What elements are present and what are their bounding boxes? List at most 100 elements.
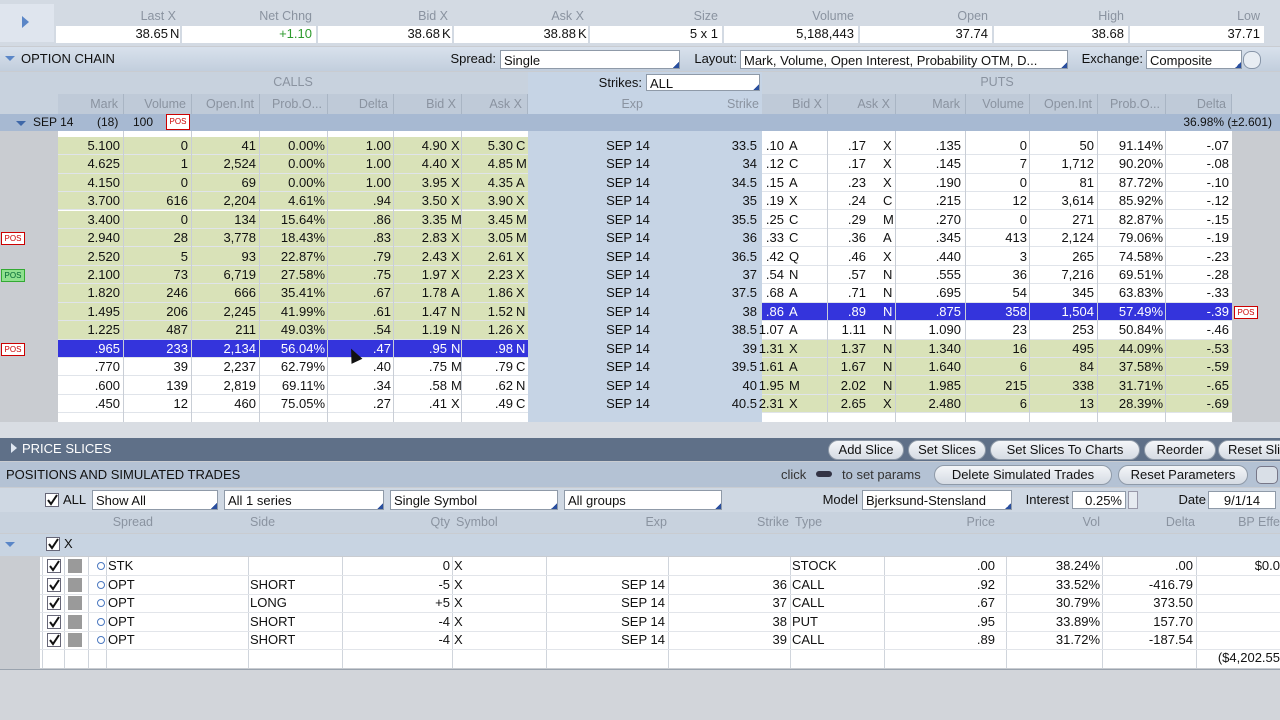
position-badge: POS	[166, 114, 190, 130]
put-row-bg[interactable]	[762, 228, 1232, 248]
call-row-bg[interactable]	[58, 228, 528, 248]
chain-settings-icon[interactable]	[1243, 51, 1261, 69]
call-row-bg[interactable]	[58, 247, 528, 266]
call-row-bg[interactable]	[58, 339, 528, 358]
chain-cell: 2,245	[223, 303, 256, 319]
date-input[interactable]: 9/1/14	[1208, 491, 1276, 509]
chain-cell: 3.700	[87, 193, 120, 209]
call-row-bg[interactable]	[58, 265, 528, 285]
checkbox[interactable]	[47, 614, 61, 629]
spread-select[interactable]: Single	[500, 50, 680, 69]
quote-header: Open	[957, 9, 988, 23]
column-header-cell	[260, 94, 328, 114]
chain-cell: .10	[765, 138, 784, 153]
positions-button[interactable]: Delete Simulated Trades	[934, 465, 1112, 485]
filter-select[interactable]: Single Symbol	[390, 490, 558, 510]
quote-value: 5,188,443	[796, 26, 854, 41]
call-row-bg[interactable]	[58, 302, 528, 322]
expand-arrow	[22, 16, 29, 28]
put-row-bg[interactable]	[762, 339, 1232, 358]
expiry-days: (18)	[97, 115, 119, 129]
position-cell: X	[454, 558, 463, 573]
chain-cell: N	[516, 340, 526, 356]
slice-button[interactable]: Add Slice	[828, 440, 904, 460]
chain-cell: A	[789, 285, 798, 301]
wrench-icon	[816, 471, 832, 477]
call-row-bg[interactable]	[58, 394, 528, 414]
row-handle[interactable]	[68, 633, 82, 647]
position-badge: POS	[1, 342, 25, 356]
chain-cell: 34	[742, 156, 757, 172]
exchange-select[interactable]: Composite	[1146, 50, 1242, 69]
chain-cell: .46	[847, 248, 866, 264]
chain-cell: .98	[494, 340, 513, 356]
call-row-bg[interactable]	[58, 321, 528, 340]
put-row-bg[interactable]	[762, 247, 1232, 266]
row-handle[interactable]	[68, 596, 82, 610]
put-row-bg[interactable]	[762, 210, 1232, 229]
call-row-bg[interactable]	[58, 192, 528, 211]
chain-cell: N	[883, 285, 893, 301]
put-row-bg[interactable]	[762, 265, 1232, 285]
strikes-select[interactable]: ALL	[646, 74, 760, 91]
row-handle[interactable]	[68, 559, 82, 573]
camera-icon[interactable]	[1256, 466, 1278, 484]
position-cell: STOCK	[792, 558, 837, 573]
put-row-bg[interactable]	[762, 284, 1232, 303]
layout-select[interactable]: Mark, Volume, Open Interest, Probability…	[740, 50, 1068, 69]
chain-cell: -.12	[1206, 193, 1229, 209]
spinner[interactable]	[1128, 491, 1138, 509]
put-row-bg[interactable]	[762, 136, 1232, 156]
model-select[interactable]: Bjerksund-Stensland	[862, 490, 1012, 510]
put-row-bg[interactable]	[762, 155, 1232, 174]
call-row-bg[interactable]	[58, 376, 528, 395]
slice-button[interactable]: Set Slices To Charts	[990, 440, 1140, 460]
quote-cell	[318, 26, 452, 43]
row-handle[interactable]	[68, 614, 82, 629]
slice-button[interactable]: Reset Sli	[1218, 440, 1280, 460]
put-row-bg[interactable]	[762, 394, 1232, 414]
filter-label: Model	[822, 492, 858, 507]
filter-select[interactable]: All groups	[564, 490, 722, 510]
call-row-bg[interactable]	[58, 155, 528, 174]
filter-select[interactable]: All 1 series	[224, 490, 384, 510]
exchange-label: Exchange:	[1081, 51, 1143, 66]
chain-cell: 2.23	[487, 267, 513, 282]
put-row-bg[interactable]	[762, 357, 1232, 377]
put-row-bg[interactable]	[762, 376, 1232, 395]
checkbox[interactable]	[47, 596, 61, 610]
checkbox[interactable]	[46, 537, 60, 551]
filter-select[interactable]: Show All	[92, 490, 218, 510]
call-row-bg[interactable]	[58, 210, 528, 229]
chain-cell: .54	[765, 267, 784, 282]
checkbox[interactable]	[45, 493, 59, 507]
call-row-bg[interactable]	[58, 136, 528, 156]
column-divider	[327, 131, 328, 422]
checkbox[interactable]	[47, 633, 61, 647]
chain-cell: N	[451, 340, 461, 356]
section-title: OPTION CHAIN	[21, 51, 115, 66]
chain-cell: 1,504	[1061, 303, 1094, 319]
position-cell: 38	[772, 613, 787, 629]
quote-value: +1.10	[279, 26, 312, 41]
chain-cell: .94	[372, 193, 391, 209]
quote-header: Net Chng	[259, 9, 312, 23]
checkbox[interactable]	[47, 577, 61, 592]
chain-cell: M	[451, 377, 462, 393]
interest-input[interactable]: 0.25%	[1072, 491, 1126, 509]
put-row-bg[interactable]	[762, 173, 1232, 193]
checkbox[interactable]	[47, 559, 61, 573]
put-row-bg[interactable]	[762, 321, 1232, 340]
slice-button[interactable]: Set Slices	[908, 440, 986, 460]
call-row-bg[interactable]	[58, 173, 528, 193]
call-row-bg[interactable]	[58, 357, 528, 377]
slice-button[interactable]: Reorder	[1144, 440, 1216, 460]
positions-button[interactable]: Reset Parameters	[1118, 465, 1248, 485]
chain-cell: 1.47	[421, 303, 447, 319]
row-handle[interactable]	[68, 577, 82, 592]
call-row-bg[interactable]	[58, 284, 528, 303]
put-row-bg[interactable]	[762, 192, 1232, 211]
chain-cell: 3.95	[421, 174, 447, 190]
put-row-bg[interactable]	[762, 302, 1232, 322]
chain-cell: SEP 14	[606, 193, 650, 209]
